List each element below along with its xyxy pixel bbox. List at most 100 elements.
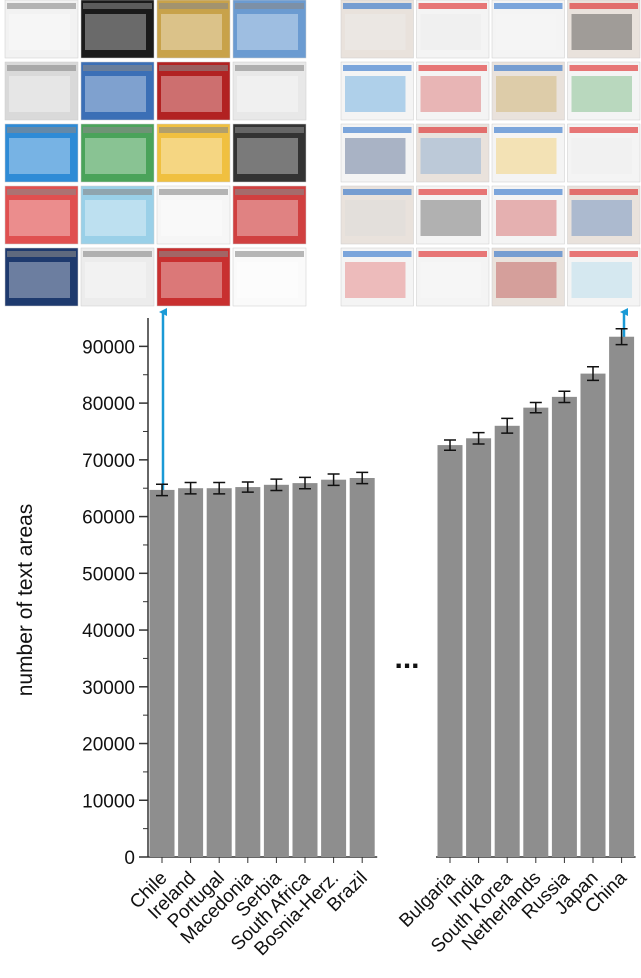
thumbnail-content (496, 200, 557, 236)
thumbnail-content (85, 200, 146, 236)
thumbnail-header (83, 65, 152, 71)
thumbnail (80, 0, 155, 59)
gap-label: ... (394, 642, 419, 675)
thumbnail-header (159, 127, 228, 133)
thumbnail-header (343, 251, 412, 257)
thumbnail-content (571, 76, 632, 112)
bar (466, 438, 492, 857)
thumbnail-header (343, 127, 412, 133)
thumbnail (156, 185, 231, 245)
thumbnail-content (345, 200, 406, 236)
thumbnail-header (7, 251, 76, 257)
thumbnail-header (494, 127, 563, 133)
thumbnail-content (161, 76, 222, 112)
thumbnail (416, 0, 490, 59)
y-tick-label: 0 (124, 848, 135, 869)
thumbnail (232, 247, 307, 307)
thumbnail (80, 247, 155, 307)
bar (178, 488, 204, 857)
thumbnail (232, 61, 307, 121)
error-bar (558, 390, 571, 404)
thumbnail-header (7, 65, 76, 71)
thumbnail (340, 185, 414, 245)
thumbnail (156, 0, 231, 59)
thumbnail-content (237, 14, 298, 50)
error-bar (299, 476, 311, 490)
thumbnail-content (85, 262, 146, 298)
error-bar (529, 401, 542, 414)
thumbnail-header (7, 127, 76, 133)
thumbnail-content (237, 76, 298, 112)
bar (609, 336, 635, 857)
bar (206, 488, 232, 857)
bar (349, 477, 375, 857)
thumbnail (4, 185, 79, 245)
thumbnail-content (496, 14, 557, 50)
screenshot-thumbnails (4, 0, 641, 307)
thumbnail (80, 123, 155, 183)
thumbnail (340, 61, 414, 121)
thumbnail-header (569, 65, 638, 71)
bar (263, 484, 289, 857)
thumbnail-content (9, 200, 70, 236)
thumbnail-content (571, 138, 632, 174)
thumbnail-header (343, 189, 412, 195)
thumbnail-header (569, 189, 638, 195)
thumbnail-content (345, 262, 406, 298)
thumbnail-header (83, 189, 152, 195)
thumbnail-header (159, 65, 228, 71)
thumbnail-header (343, 3, 412, 9)
thumbnail-content (345, 76, 406, 112)
thumbnail (340, 123, 414, 183)
y-tick-label: 60000 (82, 508, 135, 529)
y-tick-label: 30000 (82, 678, 135, 699)
thumbnail (340, 247, 414, 307)
thumbnail-header (569, 251, 638, 257)
thumbnail (491, 0, 565, 59)
thumbnail-content (420, 200, 481, 236)
error-bar (327, 473, 340, 487)
y-tick-label: 10000 (82, 791, 135, 812)
thumbnail-content (571, 200, 632, 236)
thumbnail (491, 61, 565, 121)
thumbnail (232, 185, 307, 245)
thumbnail (416, 247, 490, 307)
thumbnail (416, 185, 490, 245)
thumbnail (232, 0, 307, 59)
thumbnail (4, 123, 79, 183)
thumbnail-content (345, 14, 406, 50)
thumbnail-content (9, 262, 70, 298)
thumbnail-header (235, 3, 304, 9)
thumbnail-header (7, 189, 76, 195)
thumbnail-header (343, 65, 412, 71)
thumbnail (4, 0, 79, 59)
error-bar (356, 471, 369, 485)
thumbnail (4, 247, 79, 307)
thumbnail (567, 123, 641, 183)
thumbnail-header (418, 251, 487, 257)
thumbnail (567, 0, 641, 59)
thumbnail-header (235, 65, 304, 71)
thumbnail-header (418, 65, 487, 71)
thumbnail-content (345, 138, 406, 174)
bar (321, 479, 347, 857)
y-tick-label: 80000 (82, 394, 135, 415)
bar (551, 396, 577, 857)
y-axis-label: number of text areas (14, 504, 37, 697)
thumbnail-header (569, 127, 638, 133)
thumbnail (567, 61, 641, 121)
thumbnail (340, 0, 414, 59)
bar (580, 373, 606, 857)
thumbnail-content (420, 138, 481, 174)
y-tick-label: 90000 (82, 337, 135, 358)
thumbnail-content (9, 14, 70, 50)
error-bar (472, 431, 485, 445)
thumbnail-header (159, 189, 228, 195)
thumbnail-content (9, 76, 70, 112)
thumbnail-content (420, 76, 481, 112)
thumbnail-content (161, 138, 222, 174)
thumbnail-header (494, 65, 563, 71)
error-bar (270, 478, 283, 492)
y-tick-label: 40000 (82, 621, 135, 642)
